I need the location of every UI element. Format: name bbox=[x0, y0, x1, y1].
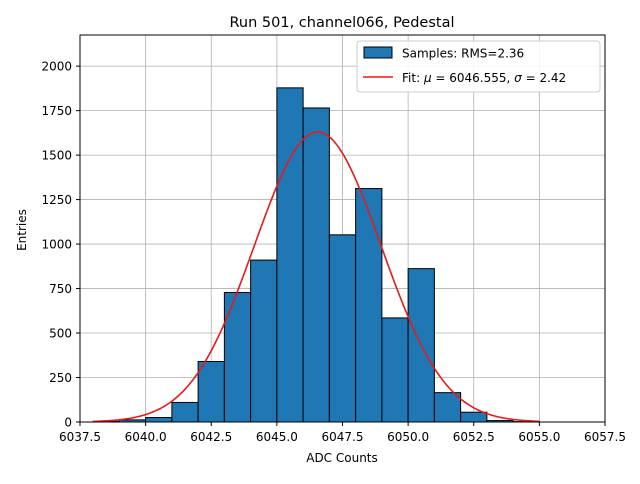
histogram-bar-14 bbox=[461, 412, 487, 422]
legend-fit-mu-value: = 6046.555, bbox=[432, 71, 515, 85]
histogram-bar-3 bbox=[172, 402, 198, 422]
y-tick-label-5: 1250 bbox=[41, 193, 72, 207]
histogram-bar-11 bbox=[382, 318, 408, 422]
x-tick-label-8: 6057.5 bbox=[584, 430, 626, 444]
legend-fit-prefix: Fit: bbox=[402, 71, 424, 85]
y-tick-label-0: 0 bbox=[64, 416, 72, 430]
x-tick-label-7: 6055.0 bbox=[518, 430, 560, 444]
y-tick-label-8: 2000 bbox=[41, 60, 72, 74]
y-tick-label-2: 500 bbox=[49, 327, 72, 341]
y-tick-label-4: 1000 bbox=[41, 238, 72, 252]
chart-title: Run 501, channel066, Pedestal bbox=[229, 15, 454, 31]
y-tick-label-3: 750 bbox=[49, 282, 72, 296]
x-tick-label-3: 6045.0 bbox=[256, 430, 298, 444]
legend-fit-mu-symbol: μ bbox=[423, 71, 432, 85]
y-axis-label: Entries bbox=[15, 209, 29, 251]
x-tick-label-6: 6052.5 bbox=[453, 430, 495, 444]
x-axis-label: ADC Counts bbox=[306, 451, 378, 465]
legend-histogram-swatch bbox=[364, 47, 392, 58]
histogram-bar-4 bbox=[198, 362, 224, 422]
histogram-bar-13 bbox=[434, 393, 460, 422]
legend-fit-label: Fit: μ = 6046.555, σ = 2.42 bbox=[402, 71, 566, 85]
histogram-bar-5 bbox=[224, 292, 250, 422]
y-tick-label-1: 250 bbox=[49, 371, 72, 385]
histogram-bar-2 bbox=[146, 418, 172, 422]
histogram-bar-9 bbox=[329, 235, 355, 422]
x-tick-label-4: 6047.5 bbox=[322, 430, 364, 444]
histogram-bar-8 bbox=[303, 108, 329, 422]
x-tick-label-1: 6040.0 bbox=[125, 430, 167, 444]
legend-fit-sigma-value: = 2.42 bbox=[522, 71, 566, 85]
x-tick-label-2: 6042.5 bbox=[190, 430, 232, 444]
histogram-bar-7 bbox=[277, 88, 303, 422]
y-tick-label-6: 1500 bbox=[41, 149, 72, 163]
x-tick-label-0: 6037.5 bbox=[59, 430, 101, 444]
histogram-bar-10 bbox=[356, 189, 382, 422]
y-tick-label-7: 1750 bbox=[41, 104, 72, 118]
legend: Samples: RMS=2.36 Fit: μ = 6046.555, σ =… bbox=[357, 41, 600, 92]
x-tick-label-5: 6050.0 bbox=[387, 430, 429, 444]
legend-histogram-label: Samples: RMS=2.36 bbox=[402, 47, 524, 61]
histogram-bar-6 bbox=[251, 260, 277, 422]
